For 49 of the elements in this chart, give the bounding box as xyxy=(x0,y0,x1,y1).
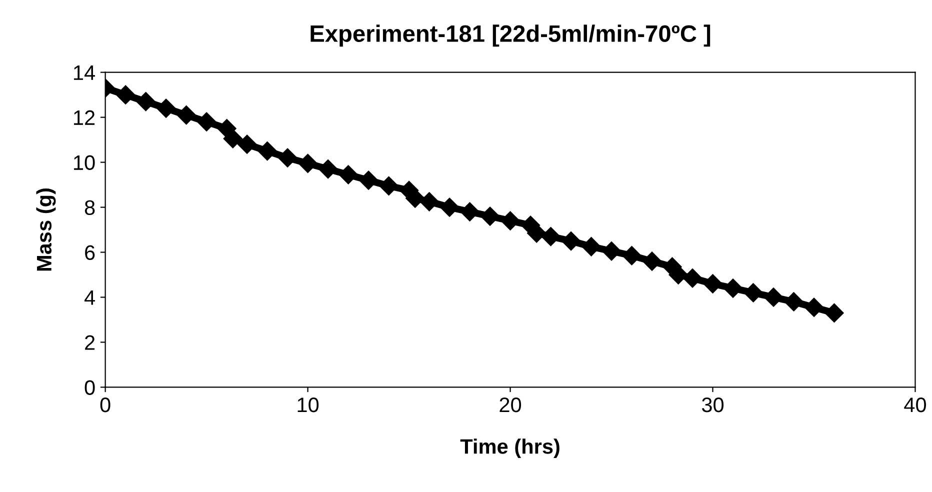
x-tick-label: 40 xyxy=(904,397,926,412)
point xyxy=(622,246,642,266)
y-tick-label: 4 xyxy=(84,290,95,305)
x-tick-label: 10 xyxy=(298,397,319,412)
point xyxy=(156,98,176,118)
point xyxy=(298,154,318,173)
x-axis-title: Time (hrs) xyxy=(460,438,560,458)
chart-title: Experiment-181 [22d-5ml/min-70ºC ] xyxy=(310,24,710,47)
point xyxy=(359,170,378,190)
point xyxy=(500,211,520,230)
y-tick-label: 12 xyxy=(74,110,95,125)
y-axis-title: Mass (g) xyxy=(36,188,56,271)
point xyxy=(582,237,601,256)
y-tick-label: 14 xyxy=(74,66,95,80)
y-tick-label: 8 xyxy=(84,200,95,216)
point xyxy=(379,176,398,196)
point xyxy=(744,283,763,302)
point xyxy=(764,288,784,307)
point xyxy=(238,134,257,154)
point xyxy=(804,298,824,317)
point xyxy=(278,148,298,168)
x-tick-label: 20 xyxy=(500,397,522,412)
point xyxy=(784,292,804,312)
point xyxy=(703,274,722,294)
y-tick-label: 2 xyxy=(85,335,95,350)
point xyxy=(541,226,560,246)
point xyxy=(824,303,844,323)
x-tick-label: 0 xyxy=(100,397,110,412)
point xyxy=(723,278,743,298)
point xyxy=(440,198,460,217)
point xyxy=(602,242,622,261)
point xyxy=(460,202,480,222)
point xyxy=(480,206,500,226)
x-tick-label: 30 xyxy=(702,397,724,412)
point xyxy=(642,252,662,271)
point xyxy=(561,231,581,251)
point xyxy=(136,92,156,112)
point xyxy=(420,192,439,212)
point xyxy=(318,160,338,179)
y-tick-label: 0 xyxy=(84,380,95,395)
point xyxy=(258,142,277,161)
point xyxy=(116,85,136,104)
y-tick-label: 6 xyxy=(85,245,95,260)
point xyxy=(682,268,702,288)
y-tick-label: 10 xyxy=(74,155,95,170)
point xyxy=(176,106,196,125)
point xyxy=(197,112,216,132)
point xyxy=(338,165,358,184)
point xyxy=(223,129,242,148)
